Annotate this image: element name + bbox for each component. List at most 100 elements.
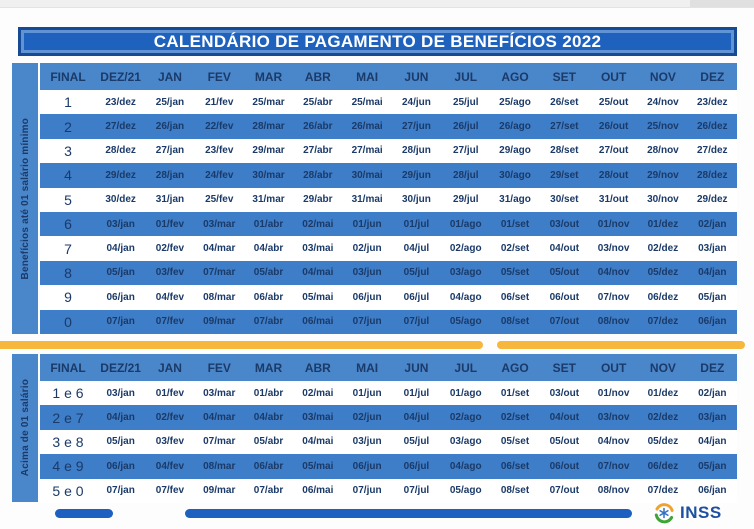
payment-date-cell: 01/jun <box>352 387 382 399</box>
payment-date-cell: 05/ago <box>449 316 482 328</box>
payment-date-cell: 02/dez <box>647 243 679 255</box>
column-header-set: SET <box>552 69 576 84</box>
payment-date-cell: 07/jan <box>106 485 135 497</box>
column-header-nov: NOV <box>649 360 676 375</box>
payment-date-cell: 27/abr <box>303 145 333 157</box>
payment-date-cell: 02/set <box>500 412 530 424</box>
payment-date-cell: 05/abr <box>253 436 284 448</box>
sidebar-label-minimum-wage: Benefícios até 01 salário mínimo <box>12 63 38 334</box>
payment-date-cell: 01/jul <box>403 387 430 399</box>
payment-date-cell: 26/mai <box>351 121 383 133</box>
final-digit: 5 <box>64 191 72 208</box>
payment-date-cell: 29/jul <box>452 194 479 206</box>
payment-date-cell: 03/jan <box>698 412 727 424</box>
payment-date-cell: 07/jul <box>403 485 430 497</box>
payment-date-cell: 07/fev <box>155 316 185 328</box>
payment-date-cell: 05/jan <box>698 291 727 303</box>
payment-date-cell: 06/jun <box>352 291 382 303</box>
page-title: CALENDÁRIO DE PAGAMENTO DE BENEFÍCIOS 20… <box>153 31 602 51</box>
payment-date-cell: 01/nov <box>597 218 630 230</box>
payment-date-cell: 02/ago <box>449 412 482 424</box>
payment-date-cell: 08/set <box>500 316 530 328</box>
payment-date-cell: 29/jun <box>401 169 431 181</box>
payment-date-cell: 04/abr <box>253 412 284 424</box>
payment-date-cell: 06/abr <box>253 291 284 303</box>
page-title-banner: CALENDÁRIO DE PAGAMENTO DE BENEFÍCIOS 20… <box>18 27 737 56</box>
payment-date-cell: 05/jan <box>106 267 135 279</box>
column-header-set: SET <box>552 360 576 375</box>
payment-date-cell: 26/out <box>598 121 629 133</box>
column-header-jun: JUN <box>404 360 429 375</box>
column-header-final: FINAL <box>50 69 86 84</box>
payment-date-cell: 08/mar <box>203 460 236 472</box>
payment-date-cell: 04/abr <box>253 243 284 255</box>
payment-date-cell: 04/fev <box>155 460 185 472</box>
payment-date-cell: 25/fev <box>205 194 234 206</box>
payment-date-cell: 07/nov <box>597 291 630 303</box>
payment-date-cell: 06/mai <box>302 485 334 497</box>
final-digit: 7 <box>64 240 72 257</box>
payment-date-cell: 04/mai <box>302 436 334 448</box>
final-digit: 4 <box>64 167 72 184</box>
table-row: 2 e 7 04/jan 02/fev 04/mar 04/abr 03/mai 02/ju… <box>40 405 737 430</box>
payment-date-cell: 06/dez <box>647 460 679 472</box>
column-header-fev: FEV <box>207 360 231 375</box>
payment-date-cell: 08/nov <box>597 316 630 328</box>
table-row: 6 03/jan 01/fev 03/mar 01/abr 02/mai 01/jun 01/… <box>40 211 737 237</box>
payment-date-cell: 29/dez <box>696 194 728 206</box>
payment-date-cell: 26/ago <box>499 121 531 133</box>
column-header-nov: NOV <box>649 69 676 84</box>
table-row: 1 e 6 03/jan 01/fev 03/mar 01/abr 02/mai 01/ju… <box>40 381 737 406</box>
payment-date-cell: 27/out <box>598 145 629 157</box>
divider-bar-left <box>0 341 483 349</box>
payment-date-cell: 28/out <box>598 169 629 181</box>
column-header-dez21: DEZ/21 <box>100 69 141 84</box>
payment-date-cell: 01/fev <box>155 387 185 399</box>
payment-date-cell: 04/out <box>549 243 580 255</box>
payment-date-cell: 02/mai <box>302 387 334 399</box>
payment-date-cell: 02/ago <box>449 243 482 255</box>
final-digit: 9 <box>64 289 72 306</box>
payment-date-cell: 31/out <box>598 194 629 206</box>
payment-date-cell: 22/fev <box>205 121 234 133</box>
payment-date-cell: 05/mai <box>302 460 334 472</box>
payment-date-cell: 04/jan <box>698 267 727 279</box>
payment-date-cell: 30/jun <box>401 194 431 206</box>
payment-date-cell: 04/nov <box>597 267 630 279</box>
payment-date-cell: 07/jun <box>352 485 382 497</box>
payment-date-cell: 05/jul <box>403 267 430 279</box>
payment-date-cell: 30/mai <box>351 169 383 181</box>
payment-table-minimum-wage: FINAL DEZ/21 JAN FEV MAR ABR MAI JUN JUL AGO SET OU… <box>40 63 737 334</box>
payment-date-cell: 01/abr <box>253 218 284 230</box>
payment-date-cell: 06/set <box>500 460 530 472</box>
payment-date-cell: 05/abr <box>253 267 284 279</box>
column-header-out: OUT <box>600 69 627 84</box>
table-row: 0 07/jan 07/fev 09/mar 07/abr 06/mai 07/jun 07/… <box>40 309 737 334</box>
payment-date-cell: 30/nov <box>647 194 679 206</box>
payment-date-cell: 26/jan <box>155 121 185 133</box>
final-digit: 6 <box>64 216 72 233</box>
payment-date-cell: 07/nov <box>597 460 630 472</box>
payment-date-cell: 04/out <box>549 412 580 424</box>
payment-date-cell: 03/jun <box>352 267 382 279</box>
payment-date-cell: 07/dez <box>647 316 679 328</box>
payment-date-cell: 31/jan <box>155 194 185 206</box>
payment-date-cell: 23/dez <box>105 96 136 108</box>
payment-date-cell: 02/jan <box>698 218 727 230</box>
column-header-jan: JAN <box>157 360 182 375</box>
payment-date-cell: 27/jun <box>401 121 431 133</box>
payment-date-cell: 01/dez <box>647 218 679 230</box>
payment-date-cell: 06/mai <box>302 316 334 328</box>
payment-date-cell: 27/jul <box>452 145 479 157</box>
payment-date-cell: 06/jun <box>352 460 382 472</box>
payment-date-cell: 01/abr <box>253 387 284 399</box>
table-row: 4 29/dez 28/jan 24/fev 30/mar 28/abr 30/mai 29/… <box>40 163 737 188</box>
payment-date-cell: 07/jun <box>352 316 382 328</box>
payment-date-cell: 03/ago <box>449 436 482 448</box>
payment-date-cell: 03/fev <box>155 267 185 279</box>
column-header-dez: DEZ <box>700 360 725 375</box>
payment-date-cell: 28/set <box>550 145 579 157</box>
column-header-dez: DEZ <box>700 69 725 84</box>
payment-date-cell: 01/ago <box>449 218 482 230</box>
